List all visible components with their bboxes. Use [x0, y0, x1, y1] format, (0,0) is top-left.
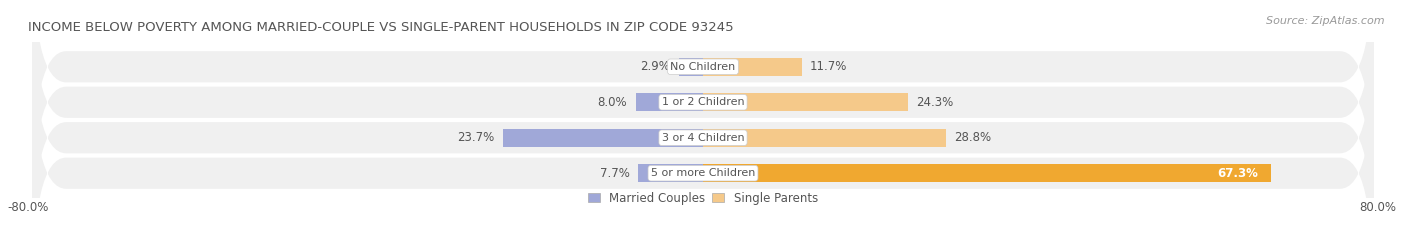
Text: 3 or 4 Children: 3 or 4 Children [662, 133, 744, 143]
Text: 24.3%: 24.3% [917, 96, 953, 109]
Text: 2.9%: 2.9% [640, 60, 671, 73]
Text: 1 or 2 Children: 1 or 2 Children [662, 97, 744, 107]
Bar [503, 129, 703, 147]
Text: Source: ZipAtlas.com: Source: ZipAtlas.com [1267, 16, 1385, 26]
Bar [703, 164, 1271, 182]
Text: 7.7%: 7.7% [600, 167, 630, 180]
Text: 11.7%: 11.7% [810, 60, 848, 73]
FancyBboxPatch shape [32, 11, 1374, 233]
Text: INCOME BELOW POVERTY AMONG MARRIED-COUPLE VS SINGLE-PARENT HOUSEHOLDS IN ZIP COD: INCOME BELOW POVERTY AMONG MARRIED-COUPL… [28, 21, 734, 34]
FancyBboxPatch shape [32, 0, 1374, 193]
Text: No Children: No Children [671, 62, 735, 72]
Bar [703, 93, 908, 111]
Text: 5 or more Children: 5 or more Children [651, 168, 755, 178]
FancyBboxPatch shape [32, 47, 1374, 233]
Text: 67.3%: 67.3% [1218, 167, 1258, 180]
Text: 8.0%: 8.0% [598, 96, 627, 109]
FancyBboxPatch shape [32, 0, 1374, 229]
Bar [703, 58, 801, 76]
Bar [638, 164, 703, 182]
Text: 23.7%: 23.7% [457, 131, 495, 144]
Text: 28.8%: 28.8% [955, 131, 991, 144]
Bar [703, 129, 946, 147]
Bar [679, 58, 703, 76]
Legend: Married Couples, Single Parents: Married Couples, Single Parents [588, 192, 818, 205]
Bar [636, 93, 703, 111]
